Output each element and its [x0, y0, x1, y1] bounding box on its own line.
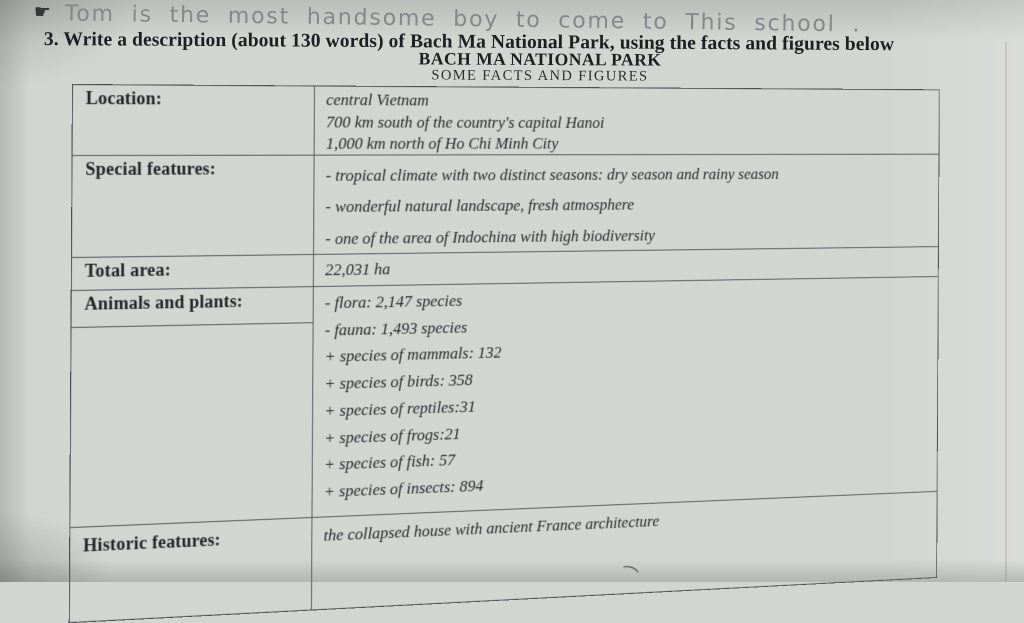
row-label-cell: Animals and plants: — [70, 287, 314, 528]
table-title-block: BACH MA NATIONAL PARK SOME FACTS AND FIG… — [170, 48, 910, 86]
row-label: Animals and plants: — [84, 292, 243, 315]
value-line: central Vietnam — [326, 89, 429, 110]
row-label-cell: Location: — [72, 85, 315, 155]
paper-edge-crease — [1005, 42, 1007, 582]
paper-shadow-top-left — [0, 0, 140, 90]
row-label: Total area: — [84, 260, 171, 282]
row-value-cell: - tropical climate with two distinct sea… — [314, 154, 939, 254]
row-label-cell: Total area: — [71, 254, 314, 291]
table-row-location: Location: central Vietnam 700 km south o… — [72, 85, 939, 155]
paper-highlight-right — [884, 0, 1024, 582]
paper-shadow-left — [0, 0, 30, 582]
row-label: Special features: — [85, 159, 216, 180]
table-subtitle: SOME FACTS AND FIGURES — [431, 67, 649, 85]
pointing-hand-icon: ☛ — [33, 1, 52, 24]
value-line: 1,000 km north of Ho Chi Minh City — [325, 133, 559, 153]
photo-edge-artifact — [1002, 50, 1024, 104]
table-row-animals-plants: Animals and plants: - flora: 2,147 speci… — [70, 276, 938, 528]
paper-shadow-top — [0, 0, 1024, 40]
value-line: 700 km south of the country's capital Ha… — [325, 111, 605, 132]
paper-shadow-bottom-left — [0, 512, 110, 582]
paper-shadow-bottom — [0, 560, 1024, 582]
row-label: Location: — [85, 89, 163, 110]
row-value-cell: - flora: 2,147 species - fauna: 1,493 sp… — [312, 277, 937, 517]
empty-subcell — [70, 323, 312, 527]
row-label-subcell: Animals and plants: — [71, 287, 313, 329]
table-row-special-features: Special features: - tropical climate wit… — [71, 153, 939, 258]
row-label-cell: Special features: — [71, 155, 315, 258]
row-value-cell: central Vietnam 700 km south of the coun… — [315, 86, 939, 154]
value-line: 22,031 ha — [325, 258, 391, 280]
facts-table: Location: central Vietnam 700 km south o… — [68, 84, 940, 623]
value-line: - tropical climate with two distinct sea… — [325, 163, 779, 185]
